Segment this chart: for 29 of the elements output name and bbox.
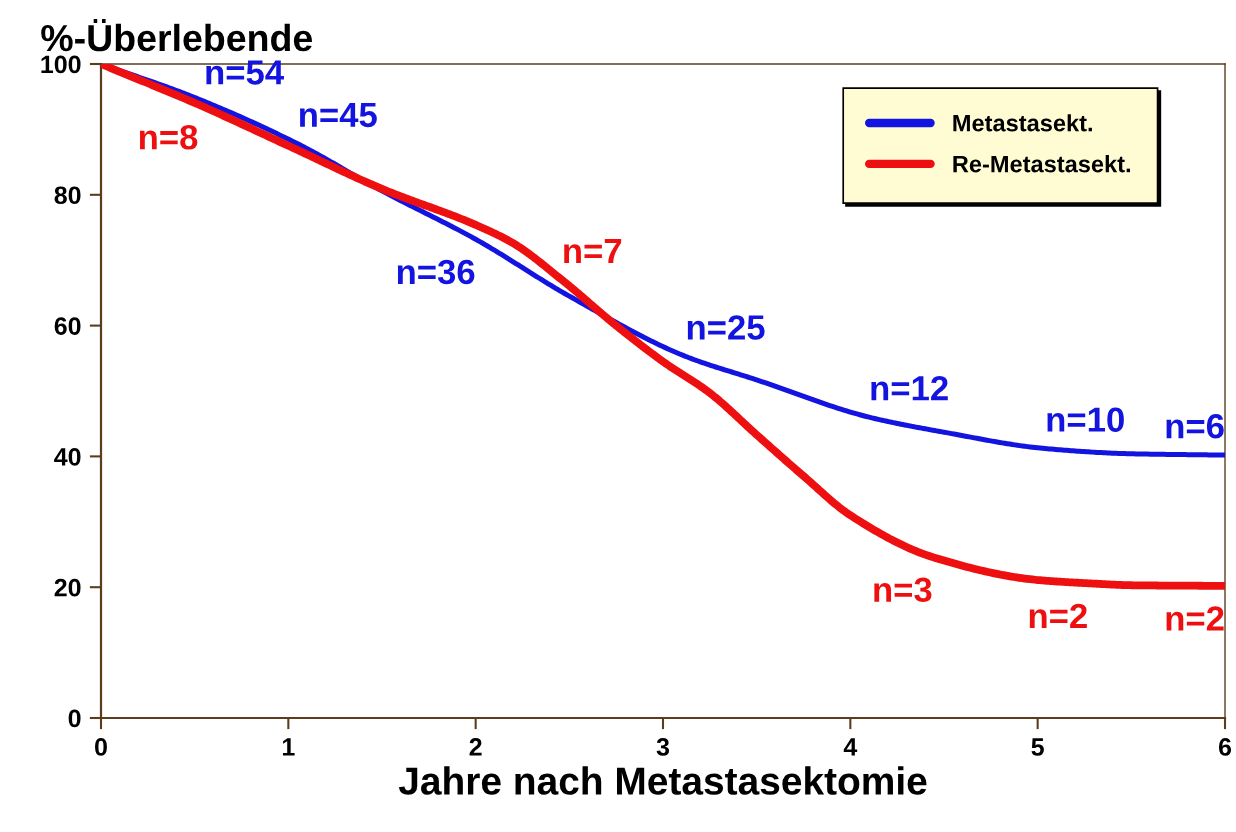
x-tick-label: 6 <box>1218 738 1232 756</box>
annotation: n=7 <box>564 239 622 263</box>
annotation: n=12 <box>871 375 948 401</box>
annotation: n=2 <box>1166 606 1224 631</box>
annotation: n=45 <box>299 102 377 128</box>
legend-label: Re-Metastasekt. <box>953 155 1130 173</box>
annotation: n=6 <box>1166 413 1224 439</box>
x-tick-label: 5 <box>1031 738 1044 756</box>
y-tick-label: 40 <box>54 448 81 466</box>
y-tick-label: 60 <box>54 317 81 335</box>
annotation: n=54 <box>206 60 284 85</box>
x-tick-label: 3 <box>656 738 670 756</box>
y-axis-title: %-Überlebende <box>41 18 312 52</box>
y-tick-label: 0 <box>68 709 81 728</box>
legend-label: Metastasekt. <box>953 114 1092 132</box>
x-tick-label: 2 <box>469 738 482 756</box>
x-axis-title: Jahre nach Metastasektomie <box>398 766 927 795</box>
annotation: n=2 <box>1029 603 1087 628</box>
annotation: n=8 <box>139 124 198 150</box>
y-tick-label: 100 <box>41 55 81 74</box>
annotation: n=36 <box>397 259 475 285</box>
y-tick-label: 20 <box>54 578 81 597</box>
annotation: n=25 <box>687 315 765 340</box>
x-tick-label: 0 <box>95 738 107 756</box>
x-tick-label: 4 <box>843 738 858 756</box>
y-tick-label: 80 <box>54 186 81 205</box>
x-tick-label: 1 <box>282 738 295 756</box>
annotation: n=3 <box>874 577 932 603</box>
annotation: n=10 <box>1047 407 1124 432</box>
